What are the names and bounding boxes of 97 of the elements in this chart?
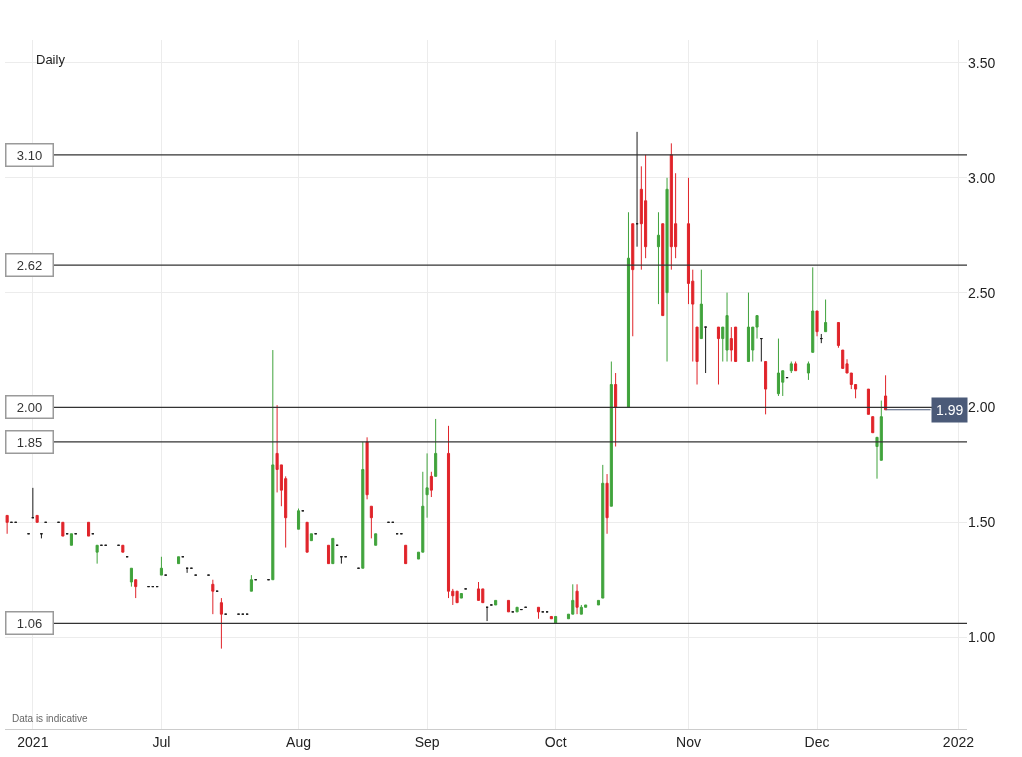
candlestick bbox=[815, 310, 819, 337]
candlestick bbox=[331, 537, 335, 565]
candlestick bbox=[31, 487, 35, 519]
candlestick bbox=[811, 266, 815, 353]
annotation: Daily bbox=[36, 52, 66, 67]
ref-line-label: 1.06 bbox=[16, 615, 43, 631]
candlestick bbox=[789, 361, 793, 374]
candlestick bbox=[871, 416, 875, 434]
candlestick bbox=[794, 361, 798, 372]
candlestick bbox=[716, 326, 721, 385]
candlestick bbox=[661, 223, 665, 317]
x-tick-label: Dec bbox=[804, 733, 830, 750]
annotation: Data is indicative bbox=[12, 713, 89, 724]
candlestick bbox=[369, 505, 373, 539]
candlestick bbox=[35, 514, 39, 523]
candlestick bbox=[404, 544, 408, 565]
candlestick bbox=[746, 292, 751, 363]
candlestick bbox=[609, 361, 613, 507]
candlestick bbox=[536, 606, 541, 620]
candlestick bbox=[725, 292, 729, 363]
ref-line-label: 1.85 bbox=[16, 434, 43, 450]
candlestick bbox=[729, 326, 733, 363]
candlestick bbox=[455, 590, 459, 604]
annotation: 1.99 bbox=[936, 402, 964, 418]
candlestick bbox=[271, 349, 275, 581]
y-tick-label: 3.50 bbox=[968, 54, 996, 71]
ref-line-label: 3.10 bbox=[16, 147, 43, 163]
candlestick bbox=[614, 372, 618, 448]
candlestick bbox=[296, 508, 301, 530]
candlestick bbox=[374, 533, 378, 546]
candlestick bbox=[764, 361, 768, 415]
candlestick bbox=[476, 581, 481, 601]
candlestick bbox=[485, 606, 489, 622]
x-tick-label: Sep bbox=[414, 733, 440, 750]
candlestick bbox=[699, 269, 703, 340]
candlestick bbox=[365, 436, 369, 500]
candlestick bbox=[87, 521, 91, 537]
candlestick bbox=[776, 338, 781, 397]
candlestick bbox=[434, 418, 438, 477]
candlestick bbox=[704, 326, 708, 374]
candlestick bbox=[806, 361, 810, 381]
candlestick bbox=[866, 388, 870, 415]
y-tick-label: 2.00 bbox=[968, 399, 996, 416]
x-tick-label: 2021 bbox=[17, 733, 49, 750]
candlestick bbox=[669, 142, 673, 271]
candlestick bbox=[121, 544, 125, 553]
y-tick-label: 2.50 bbox=[968, 284, 996, 301]
candlestick bbox=[601, 464, 605, 599]
candlestick bbox=[759, 338, 763, 363]
candlestick bbox=[5, 514, 9, 535]
candlestick bbox=[575, 583, 579, 615]
candlestick bbox=[571, 583, 575, 615]
x-tick-label: Jul bbox=[152, 733, 171, 750]
candlestick bbox=[579, 604, 583, 615]
ref-line-label: 2.00 bbox=[16, 399, 43, 415]
candlestick bbox=[309, 533, 313, 542]
candlestick bbox=[129, 567, 133, 588]
candlestick bbox=[159, 556, 163, 576]
candlestick bbox=[219, 597, 223, 650]
candlestick bbox=[836, 321, 840, 349]
candlestick bbox=[734, 326, 738, 363]
candlestick bbox=[69, 533, 73, 546]
candlestick bbox=[61, 521, 65, 537]
y-tick-label: 1.50 bbox=[968, 514, 996, 531]
candlestick bbox=[631, 223, 635, 337]
candlestick bbox=[605, 473, 609, 535]
candlestick bbox=[665, 177, 669, 363]
candlestick bbox=[549, 615, 553, 620]
candlestick bbox=[211, 579, 215, 615]
candlestick bbox=[695, 326, 699, 385]
y-tick-label: 3.00 bbox=[968, 169, 996, 186]
candlestick bbox=[249, 574, 253, 592]
candlestick bbox=[596, 599, 601, 606]
candlestick bbox=[459, 593, 463, 599]
candlestick bbox=[884, 374, 888, 411]
candlestick bbox=[656, 211, 661, 305]
x-tick-label: Aug bbox=[286, 733, 311, 750]
x-tick-label: Oct bbox=[544, 733, 567, 750]
candlestick bbox=[305, 521, 309, 553]
candlestick bbox=[824, 299, 828, 333]
candlestick bbox=[635, 131, 639, 248]
candlestick bbox=[134, 579, 138, 599]
candlestick bbox=[95, 544, 99, 565]
candlestick bbox=[425, 452, 429, 519]
candlestick bbox=[177, 556, 181, 565]
candlestick bbox=[515, 606, 519, 613]
y-tick-label: 1.00 bbox=[968, 629, 996, 646]
ref-line-label: 2.62 bbox=[16, 257, 43, 273]
x-tick-label: Nov bbox=[676, 733, 701, 750]
candlestick bbox=[506, 599, 511, 613]
x-tick-label: 2022 bbox=[942, 733, 975, 750]
candlestick bbox=[429, 471, 433, 498]
candlestick bbox=[494, 599, 498, 606]
candlestick bbox=[185, 567, 189, 574]
candlestick bbox=[326, 544, 331, 565]
candlestick bbox=[361, 441, 365, 569]
candlestick bbox=[626, 211, 631, 408]
